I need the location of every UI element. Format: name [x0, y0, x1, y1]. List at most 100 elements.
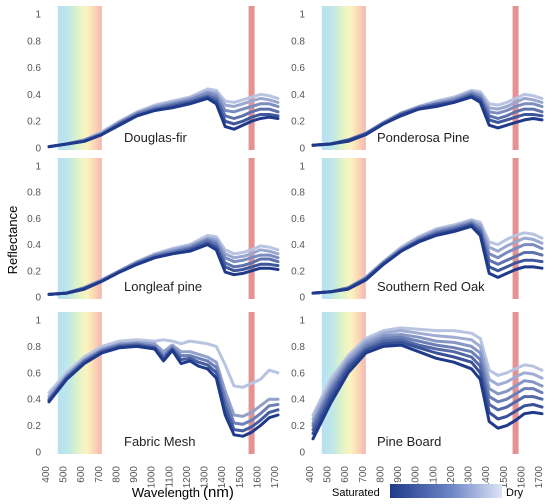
- spectrum-line: [47, 338, 280, 395]
- spectrum-line: [311, 340, 544, 435]
- x-tick-label: 1500: [499, 466, 510, 489]
- x-axis-title-text: Wavelength: [132, 485, 200, 500]
- y-axis-title: Reflectance: [5, 206, 20, 275]
- x-tick-label: 1200: [182, 466, 193, 489]
- y-tick-label: 0.8: [291, 188, 305, 199]
- marker-1550nm: [248, 158, 255, 299]
- marker-1550nm: [248, 6, 255, 150]
- y-tick-label: 1: [299, 316, 305, 327]
- y-tick-label: 0.8: [27, 342, 41, 353]
- x-tick-label: 500: [323, 466, 334, 483]
- y-tick-label: 0.6: [27, 63, 41, 74]
- panels-container: 0 0.2 0.4 0.6 0.8 1 Douglas-fir 0 0.2 0.4 0.6 0.8 1 P…: [27, 6, 545, 488]
- visible-spectrum-band: [321, 6, 366, 150]
- y-tick-label: 0.8: [291, 342, 305, 353]
- x-tick-label: 700: [94, 466, 105, 483]
- x-tick-label: 800: [375, 466, 386, 483]
- y-tick-label: 0.6: [291, 368, 305, 379]
- x-tick-label: 900: [129, 466, 140, 483]
- x-tick-label: 1100: [164, 466, 175, 488]
- x-tick-label: 1600: [252, 466, 263, 489]
- y-tick-label: 0.2: [27, 117, 41, 128]
- spectrum-line: [311, 329, 544, 421]
- y-tick-label: 0: [299, 144, 305, 155]
- panel-5: 0 0.2 0.4 0.6 0.8 1 Pine Board 400 500 600 700 800 9…: [291, 312, 545, 488]
- x-tick-label: 1700: [534, 466, 545, 489]
- spectrum-line: [47, 96, 280, 149]
- x-tick-label: 1100: [428, 466, 439, 488]
- y-tick-label: 0: [35, 448, 41, 459]
- x-tick-label: 900: [393, 466, 404, 483]
- x-axis-unit: (nm): [203, 484, 234, 501]
- y-tick-label: 0.4: [27, 240, 41, 251]
- y-tick-label: 0: [299, 448, 305, 459]
- y-tick-label: 1: [35, 162, 41, 173]
- panel-4: 0 0.2 0.4 0.6 0.8 1 Fabric Mesh 400 500 600 700 800…: [27, 312, 281, 488]
- x-tick-label: 1300: [464, 466, 475, 489]
- y-tick-label: 0.2: [27, 421, 41, 432]
- spectrum-line: [311, 343, 544, 441]
- panel-label: Douglas-fir: [124, 130, 188, 145]
- y-tick-label: 0.4: [27, 395, 41, 406]
- y-tick-label: 0: [35, 144, 41, 155]
- x-tick-label: 1400: [217, 466, 228, 489]
- panel-label: Fabric Mesh: [124, 434, 196, 449]
- x-tick-label: 600: [340, 466, 351, 483]
- x-tick-label: 700: [358, 466, 369, 483]
- y-tick-label: 0.2: [27, 266, 41, 277]
- x-tick-label: 600: [76, 466, 87, 483]
- x-tick-label: 500: [59, 466, 70, 483]
- marker-1550nm: [512, 158, 519, 299]
- panel-0: 0 0.2 0.4 0.6 0.8 1 Douglas-fir: [27, 6, 280, 155]
- x-tick-label: 1600: [516, 466, 527, 489]
- x-tick-label: 1300: [200, 466, 211, 489]
- spectrum-line: [311, 333, 544, 425]
- y-tick-label: 0.4: [291, 240, 305, 251]
- legend-gradient-bar: [390, 484, 502, 498]
- visible-spectrum-band: [57, 6, 102, 150]
- spectrum-line: [311, 224, 544, 295]
- spectrum-line: [47, 243, 280, 296]
- y-tick-label: 0.4: [291, 395, 305, 406]
- y-tick-label: 1: [299, 10, 305, 21]
- legend-saturated-label: Saturated: [332, 487, 380, 499]
- y-tick-label: 0: [299, 293, 305, 304]
- y-tick-label: 0.6: [27, 214, 41, 225]
- y-tick-label: 0.6: [291, 63, 305, 74]
- x-tick-label: 800: [111, 466, 122, 483]
- marker-1550nm: [512, 6, 519, 150]
- y-tick-label: 1: [299, 162, 305, 173]
- panel-label: Pine Board: [377, 434, 441, 449]
- visible-spectrum-band: [57, 158, 102, 299]
- spectrum-line: [311, 335, 544, 428]
- panel-label: Longleaf pine: [124, 279, 202, 294]
- panel-label: Ponderosa Pine: [377, 130, 470, 145]
- legend-dry-label: Dry: [506, 487, 524, 499]
- panel-2: 0 0.2 0.4 0.6 0.8 1 Longleaf pine: [27, 158, 280, 304]
- panel-label: Southern Red Oak: [377, 279, 485, 294]
- y-tick-label: 0.8: [291, 36, 305, 47]
- saturation-legend: Saturated Dry: [332, 484, 524, 499]
- panel-1: 0 0.2 0.4 0.6 0.8 1 Ponderosa Pine: [291, 6, 544, 155]
- y-tick-label: 0.2: [291, 117, 305, 128]
- y-tick-label: 0.6: [291, 214, 305, 225]
- y-tick-label: 0.2: [291, 421, 305, 432]
- x-tick-label: 1000: [147, 466, 158, 489]
- y-tick-label: 1: [35, 10, 41, 21]
- spectrum-line: [311, 95, 544, 147]
- spectrum-line: [311, 326, 544, 417]
- spectrum-line: [47, 344, 280, 438]
- y-tick-label: 0.2: [291, 266, 305, 277]
- y-tick-label: 0.6: [27, 368, 41, 379]
- y-tick-label: 0.8: [27, 36, 41, 47]
- y-tick-label: 0.4: [291, 90, 305, 101]
- marker-1550nm: [512, 312, 519, 454]
- y-tick-label: 0: [35, 293, 41, 304]
- y-tick-label: 0.4: [27, 90, 41, 101]
- x-tick-label: 1500: [235, 466, 246, 489]
- x-axis-title: Wavelength (nm): [132, 484, 234, 501]
- panel-3: 0 0.2 0.4 0.6 0.8 1 Southern Red Oak: [291, 158, 544, 304]
- x-tick-label: 1200: [446, 466, 457, 489]
- x-tick-label: 1700: [270, 466, 281, 489]
